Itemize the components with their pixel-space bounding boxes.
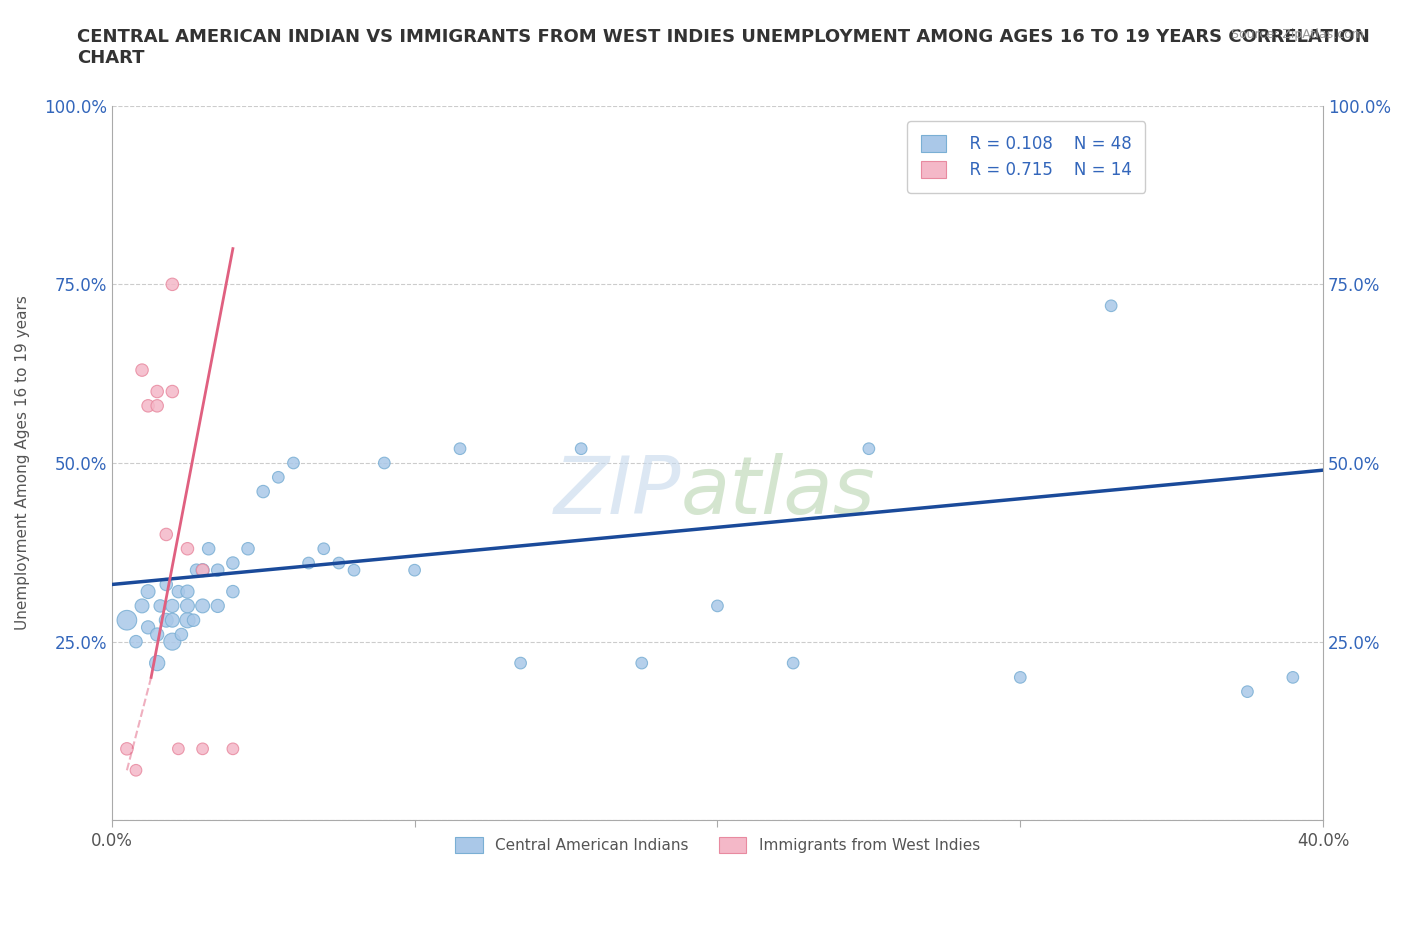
Point [146, 398, 169, 413]
Point [197, 541, 219, 556]
Point [283, 456, 305, 471]
Point [136, 620, 159, 635]
Point [267, 470, 290, 485]
Point [125, 634, 148, 649]
Point [162, 613, 184, 628]
Point [191, 741, 214, 756]
Point [149, 599, 172, 614]
Y-axis label: Unemployment Among Ages 16 to 19 years: Unemployment Among Ages 16 to 19 years [15, 296, 30, 631]
Point [146, 384, 169, 399]
Point [191, 563, 214, 578]
Point [176, 584, 198, 599]
Text: CENTRAL AMERICAN INDIAN VS IMMIGRANTS FROM WEST INDIES UNEMPLOYMENT AMONG AGES 1: CENTRAL AMERICAN INDIAN VS IMMIGRANTS FR… [77, 28, 1369, 67]
Point [146, 627, 169, 642]
Point [236, 541, 259, 556]
Point [167, 741, 190, 756]
Point [191, 563, 214, 578]
Point [136, 398, 159, 413]
Point [125, 763, 148, 777]
Point [782, 656, 804, 671]
Point [183, 613, 205, 628]
Point [191, 599, 214, 614]
Point [155, 577, 177, 591]
Text: Source: ZipAtlas.com: Source: ZipAtlas.com [1230, 28, 1364, 41]
Point [162, 277, 184, 292]
Point [136, 584, 159, 599]
Point [176, 599, 198, 614]
Point [155, 613, 177, 628]
Point [404, 563, 426, 578]
Point [373, 456, 395, 471]
Point [222, 555, 245, 570]
Point [115, 613, 138, 628]
Point [115, 741, 138, 756]
Point [343, 563, 366, 578]
Point [222, 741, 245, 756]
Point [222, 584, 245, 599]
Point [186, 563, 208, 578]
Legend: Central American Indians, Immigrants from West Indies: Central American Indians, Immigrants fro… [449, 830, 986, 859]
Point [1010, 670, 1032, 684]
Point [167, 584, 190, 599]
Point [162, 384, 184, 399]
Point [1099, 299, 1122, 313]
Point [162, 599, 184, 614]
Point [297, 555, 319, 570]
Point [146, 656, 169, 671]
Point [162, 634, 184, 649]
Point [207, 599, 229, 614]
Text: atlas: atlas [681, 453, 876, 531]
Point [449, 441, 471, 456]
Point [1236, 684, 1258, 699]
Point [207, 563, 229, 578]
Point [131, 363, 153, 378]
Point [131, 599, 153, 614]
Point [155, 527, 177, 542]
Point [176, 541, 198, 556]
Point [509, 656, 531, 671]
Point [1282, 670, 1305, 684]
Point [252, 485, 274, 499]
Point [312, 541, 335, 556]
Point [170, 627, 193, 642]
Point [569, 441, 592, 456]
Point [858, 441, 880, 456]
Point [706, 599, 728, 614]
Point [328, 555, 350, 570]
Point [630, 656, 652, 671]
Text: ZIP: ZIP [554, 453, 681, 531]
Point [176, 613, 198, 628]
